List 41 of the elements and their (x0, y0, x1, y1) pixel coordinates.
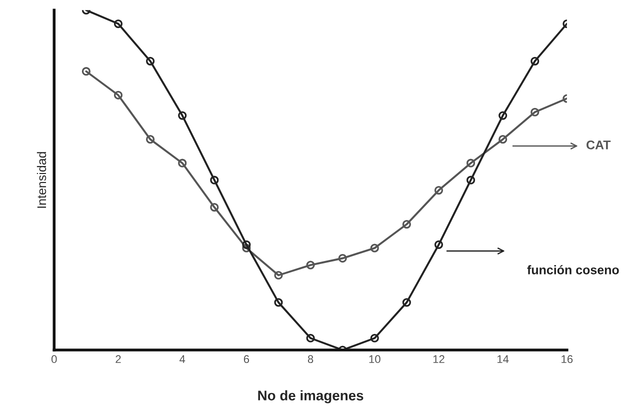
point (434, 186, 444, 195)
point (402, 298, 411, 307)
point (146, 56, 155, 66)
x-tick-label: 6 (244, 355, 250, 364)
point (114, 19, 123, 28)
point (530, 108, 540, 116)
x-tick-label: 2 (116, 355, 121, 363)
point (210, 176, 219, 184)
x-tick-label: 10 (369, 355, 380, 364)
point (178, 111, 187, 120)
point (306, 260, 315, 270)
point (210, 202, 219, 212)
x-tick-label: 0 (51, 355, 57, 364)
point (466, 176, 476, 184)
point (306, 334, 315, 342)
point (370, 244, 379, 252)
point (146, 135, 155, 144)
point (370, 334, 379, 342)
text: función coseno (527, 265, 619, 274)
point (498, 135, 508, 144)
point (178, 158, 187, 168)
point (242, 240, 251, 249)
point (242, 244, 251, 252)
point (274, 298, 283, 307)
point (466, 158, 476, 168)
point (434, 240, 444, 249)
point (114, 90, 123, 100)
point (338, 254, 347, 263)
point (530, 56, 540, 66)
legend-label: CAT (586, 140, 611, 150)
point (402, 220, 411, 229)
x-tick-label: 12 (433, 355, 444, 363)
x-tick-label: 14 (498, 355, 509, 363)
point (498, 111, 508, 120)
y-axis-title: Intensidad (36, 152, 46, 208)
x-tick-label: 4 (180, 355, 186, 363)
x-axis-title: No de imagenes (258, 390, 364, 404)
point (82, 67, 90, 76)
point (274, 270, 283, 280)
x-tick-label: 16 (562, 355, 573, 364)
x-tick-label: 8 (308, 355, 314, 364)
